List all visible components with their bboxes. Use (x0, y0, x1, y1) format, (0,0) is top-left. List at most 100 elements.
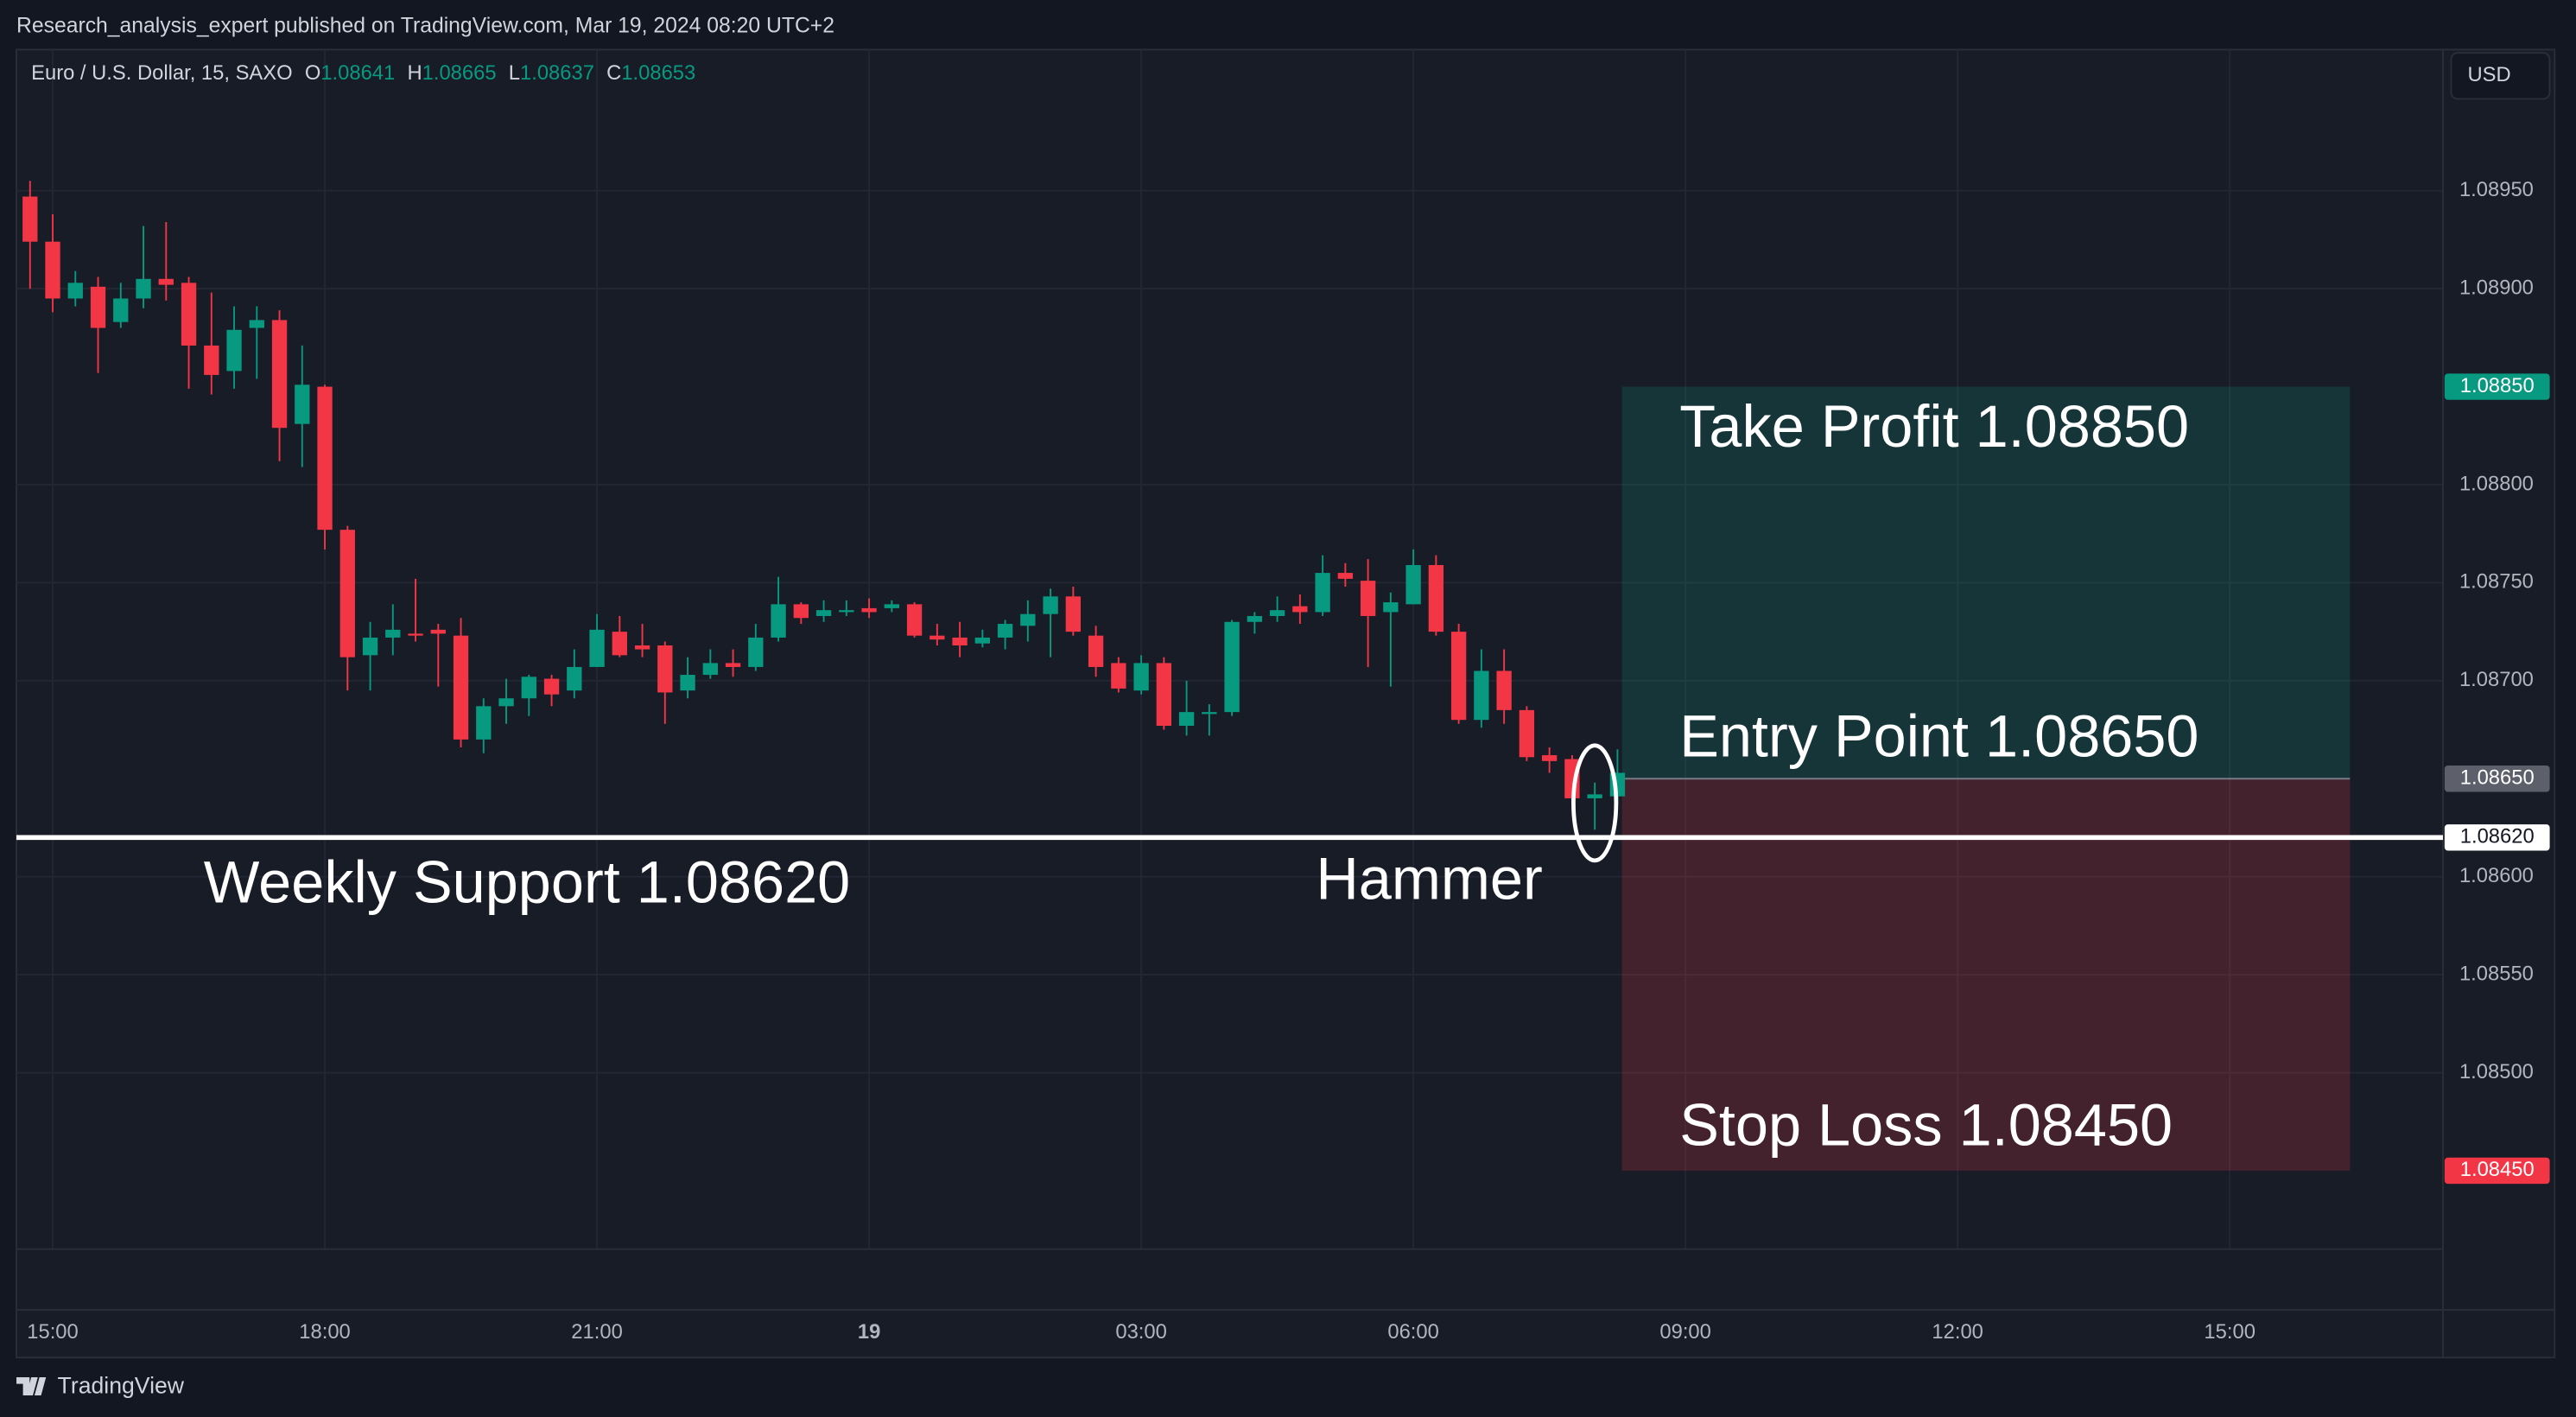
candle-body (543, 678, 560, 695)
candle-body (1315, 573, 1330, 613)
ohlc-value: 1.08637 (520, 61, 594, 85)
ohlc-value: 1.08641 (320, 61, 395, 85)
candle-body (1428, 564, 1444, 632)
x-tick-label: 18:00 (299, 1320, 350, 1344)
candle-body (113, 298, 129, 322)
ohlc-label: L (509, 61, 520, 85)
price-badge (2444, 766, 2550, 792)
candle-body (226, 329, 242, 372)
y-tick-label: 1.08500 (2459, 1060, 2534, 1083)
candle-body (815, 610, 832, 616)
candle-body (1178, 712, 1195, 727)
candle-body (839, 610, 854, 613)
candle-body (771, 604, 786, 638)
price-badge-label: 1.08620 (2460, 825, 2535, 848)
candle-body (1496, 670, 1512, 710)
candle-body (1224, 621, 1240, 713)
x-tick-label: 12:00 (1932, 1320, 1983, 1344)
candle-body (498, 698, 514, 707)
candle-body (1587, 794, 1602, 798)
stop-loss-zone (1621, 778, 2351, 1171)
price-badge-label: 1.08850 (2460, 374, 2535, 397)
candle-body (90, 286, 106, 328)
candle-body (453, 635, 469, 740)
ohlc-value: 1.08665 (422, 61, 497, 85)
x-tick-label: 15:00 (2204, 1320, 2255, 1344)
x-tick-label: 21:00 (571, 1320, 622, 1344)
publisher: Research_analysis_expert published on Tr… (16, 14, 834, 37)
price-badge (2444, 373, 2550, 400)
price-badge-label: 1.08650 (2460, 766, 2535, 790)
candle-body (476, 706, 492, 740)
candle-body (1111, 663, 1126, 689)
candle-body (702, 663, 718, 676)
candle-body (1474, 670, 1489, 721)
candle-body (1292, 606, 1308, 613)
chart-pane (16, 48, 2556, 1359)
candle-body (793, 604, 809, 619)
candle-body (1202, 712, 1217, 715)
ohlc-value: 1.08653 (621, 61, 695, 85)
y-tick-label: 1.08750 (2459, 570, 2534, 594)
hammer-annotation: Hammer (1316, 846, 1542, 912)
candle-body (1541, 755, 1558, 761)
logo-mark (16, 1377, 47, 1395)
y-tick-label: 1.08900 (2459, 276, 2534, 299)
x-tick-label: 19 (858, 1320, 880, 1344)
hammer-marker (1571, 743, 1619, 863)
candle-body (906, 604, 923, 636)
candle-body (362, 637, 378, 656)
entry-annotation: Entry Point 1.08650 (1679, 703, 2198, 770)
y-tick-label: 1.08800 (2459, 472, 2534, 495)
stop-loss-annotation: Stop Loss 1.08450 (1679, 1091, 2173, 1158)
currency[interactable]: USD (2467, 63, 2510, 86)
candle-body (1337, 573, 1354, 579)
candle-body (385, 629, 401, 638)
take-profit-zone (1621, 386, 2351, 779)
ohlc-label: O (305, 61, 321, 85)
candle-body (1088, 635, 1104, 667)
candle-body (748, 637, 764, 667)
candle-body (567, 666, 582, 691)
candle-body (521, 677, 536, 699)
candle-body (271, 320, 288, 429)
candle-body (67, 283, 83, 299)
candle-body (657, 645, 673, 693)
candle-body (317, 386, 333, 531)
candle-body (1405, 564, 1421, 605)
candle-body (1133, 663, 1149, 691)
candle-body (1519, 709, 1535, 758)
candle-body (930, 635, 945, 640)
candle-body (1043, 596, 1058, 614)
candle-body (430, 629, 446, 634)
ohlc-label: H (407, 61, 422, 85)
x-tick-label: 15:00 (27, 1320, 78, 1344)
currency-button[interactable] (2450, 52, 2551, 100)
candle-body (1383, 602, 1399, 613)
price-badge (2444, 1157, 2550, 1185)
ohlc-label: C (606, 61, 621, 85)
candle-body (22, 196, 38, 242)
y-tick-label: 1.08600 (2459, 864, 2534, 887)
candle-body (1020, 613, 1036, 626)
candle-body (589, 629, 605, 667)
y-tick-label: 1.08950 (2459, 178, 2534, 201)
candle-body (45, 241, 60, 299)
candle-body (952, 637, 968, 645)
candle-body (204, 345, 219, 375)
x-tick-label: 06:00 (1387, 1320, 1438, 1344)
take-profit-annotation: Take Profit 1.08850 (1679, 393, 2189, 460)
candle-body (634, 645, 650, 650)
candle-body (997, 624, 1013, 638)
candle-body (408, 633, 423, 636)
candle-body (1360, 581, 1376, 616)
candle-body (181, 283, 197, 346)
candle-body (1269, 610, 1285, 616)
candle-body (1156, 663, 1172, 727)
y-tick-label: 1.08700 (2459, 668, 2534, 691)
x-tick-label: 03:00 (1115, 1320, 1166, 1344)
grid (16, 49, 2443, 1249)
brand: TradingView (58, 1372, 185, 1398)
